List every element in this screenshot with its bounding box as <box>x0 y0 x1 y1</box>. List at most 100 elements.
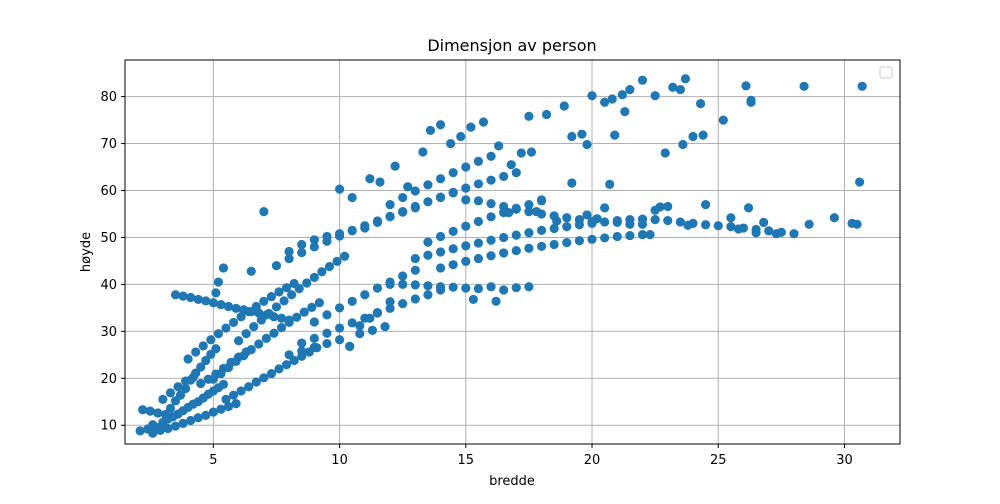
data-point <box>574 220 584 230</box>
data-point <box>322 236 332 246</box>
data-point <box>244 307 254 317</box>
data-point <box>281 283 292 293</box>
data-point <box>587 234 597 244</box>
data-point <box>284 253 294 264</box>
data-point <box>524 228 534 238</box>
data-point <box>612 217 622 228</box>
data-point <box>698 130 708 140</box>
data-point <box>718 115 728 125</box>
data-point <box>196 378 206 389</box>
x-tick-label: 25 <box>710 453 727 468</box>
data-point <box>213 329 224 339</box>
data-point <box>201 355 211 366</box>
data-point <box>165 388 176 398</box>
data-point <box>559 101 569 111</box>
data-point <box>461 256 471 266</box>
y-tick-label: 10 <box>100 419 117 434</box>
data-point <box>562 213 572 223</box>
data-point <box>390 161 400 171</box>
data-point <box>567 178 577 188</box>
data-point <box>213 277 224 287</box>
data-point <box>713 221 723 231</box>
data-point <box>486 175 496 185</box>
data-point <box>223 362 234 373</box>
data-point <box>309 317 319 327</box>
data-point <box>228 317 239 328</box>
data-point <box>256 315 266 325</box>
data-point <box>491 296 501 306</box>
data-point <box>423 237 433 247</box>
data-point <box>461 241 471 251</box>
data-point <box>829 213 839 223</box>
data-point <box>297 247 307 258</box>
data-point <box>246 345 256 355</box>
data-point <box>170 290 181 300</box>
data-point <box>600 203 610 213</box>
data-point <box>549 223 559 234</box>
data-point <box>751 228 761 238</box>
data-point <box>435 192 446 203</box>
data-point <box>524 207 534 217</box>
data-point <box>251 377 261 387</box>
data-point <box>461 221 471 231</box>
data-point <box>208 407 218 417</box>
data-point <box>562 238 572 248</box>
scatter-points <box>135 74 867 438</box>
y-ticks: 10 20 30 40 50 60 70 80 <box>100 90 125 434</box>
data-point <box>688 131 698 142</box>
data-point <box>473 196 484 206</box>
data-point <box>218 263 229 273</box>
data-point <box>680 74 691 84</box>
data-point <box>423 290 433 300</box>
data-point <box>398 299 408 309</box>
data-point <box>617 90 627 100</box>
data-point <box>299 307 309 317</box>
data-point <box>309 235 319 245</box>
x-tick-label: 5 <box>209 453 217 468</box>
data-point <box>486 199 496 209</box>
data-point <box>733 224 744 234</box>
x-tick-label: 15 <box>458 453 475 468</box>
data-point <box>249 322 259 332</box>
data-point <box>254 339 264 349</box>
data-point <box>340 251 350 261</box>
data-point <box>567 131 577 142</box>
data-point <box>511 204 521 214</box>
data-point <box>600 97 610 107</box>
y-tick-label: 60 <box>100 184 117 199</box>
data-point <box>410 186 420 196</box>
data-point <box>216 404 226 414</box>
data-point <box>701 199 711 210</box>
x-tick-label: 20 <box>584 453 601 468</box>
data-point <box>637 230 648 240</box>
data-point <box>322 310 332 320</box>
axes-frame <box>124 59 901 445</box>
data-point <box>668 82 678 92</box>
data-point <box>499 232 509 243</box>
data-point <box>549 239 559 250</box>
data-point <box>759 217 769 228</box>
data-point <box>231 303 241 313</box>
data-point <box>499 285 509 295</box>
data-point <box>334 323 345 333</box>
data-point <box>410 280 420 290</box>
data-point <box>276 313 287 323</box>
data-point <box>155 425 165 435</box>
data-point <box>499 248 509 258</box>
data-point <box>531 207 542 217</box>
data-point <box>625 84 635 95</box>
data-point <box>244 382 254 392</box>
data-point <box>506 160 516 170</box>
data-point <box>473 253 484 264</box>
data-point <box>236 312 246 322</box>
data-point <box>726 222 736 232</box>
data-point <box>279 296 289 306</box>
data-point <box>158 394 168 405</box>
data-point <box>148 428 158 438</box>
data-point <box>637 219 648 229</box>
data-point <box>334 231 345 241</box>
data-point <box>746 97 756 107</box>
data-point <box>284 317 294 328</box>
data-point <box>446 138 456 149</box>
